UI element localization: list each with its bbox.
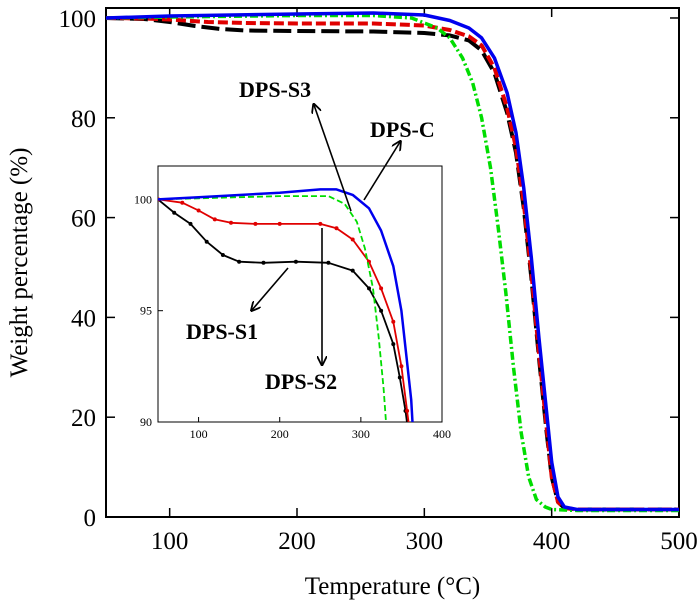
inset-marker-dps-s1 — [237, 259, 242, 264]
inset-marker-dps-s1 — [397, 375, 402, 380]
inset-marker-dps-s2 — [196, 208, 201, 213]
y-tick-label: 60 — [71, 206, 96, 233]
inset-marker-dps-s1 — [391, 342, 396, 347]
arrow-dps-s1 — [252, 267, 289, 310]
inset-marker-dps-s2 — [399, 364, 404, 369]
x-tick-label: 400 — [533, 528, 571, 555]
main-series-dps-s3 — [105, 13, 679, 513]
inset-marker-dps-s2 — [277, 221, 282, 226]
y-tick-label: 0 — [84, 505, 97, 532]
inset-marker-dps-s1 — [293, 259, 298, 264]
inset-marker-dps-s2 — [318, 221, 323, 226]
inset-marker-dps-s1 — [172, 210, 177, 215]
inset-series-dps-s3 — [158, 195, 387, 422]
main-series-dps-s2 — [105, 16, 679, 512]
inset-y-tick-label: 90 — [140, 415, 152, 429]
inset-marker-dps-s2 — [212, 217, 217, 222]
inset-x-tick-label: 200 — [271, 427, 289, 441]
inset-marker-dps-s2 — [229, 220, 233, 225]
y-tick-label: 100 — [59, 6, 97, 33]
y-tick-label: 20 — [71, 405, 96, 432]
inset-marker-dps-s1 — [409, 453, 413, 457]
inset-marker-dps-s1 — [220, 253, 225, 257]
inset-x-tick-label: 300 — [352, 427, 370, 441]
label-dps-s3: DPS-S3 — [239, 77, 311, 102]
inset-marker-dps-s1 — [379, 308, 384, 313]
inset-marker-dps-s1 — [326, 260, 331, 265]
inset-marker-dps-s2 — [391, 319, 396, 324]
inset-marker-dps-s2 — [411, 453, 415, 457]
label-dps-s2: DPS-S2 — [265, 369, 337, 394]
inset-marker-dps-s2 — [334, 226, 339, 231]
inset-marker-dps-s2 — [350, 237, 355, 242]
arrow-dps-c — [363, 142, 400, 201]
label-dps-s1: DPS-S1 — [186, 319, 258, 344]
x-tick-label: 300 — [406, 528, 444, 555]
x-tick-label: 100 — [151, 528, 189, 555]
inset-marker-dps-s1 — [261, 260, 266, 265]
arrow-dps-s3 — [314, 105, 352, 212]
inset-y-tick-label: 100 — [134, 192, 152, 206]
inset-marker-dps-s1 — [188, 221, 193, 226]
y-axis-title: Weight percentage (%) — [6, 148, 33, 378]
inset-x-tick-label: 400 — [433, 427, 451, 441]
main-series-dps-c — [105, 11, 679, 512]
x-tick-label: 200 — [278, 528, 316, 555]
inset-marker-dps-s1 — [367, 286, 371, 291]
x-tick-label: 500 — [660, 528, 698, 555]
y-tick-label: 80 — [71, 106, 96, 133]
x-axis-title: Temperature (°C) — [305, 573, 481, 600]
label-dps-c: DPS-C — [370, 117, 435, 142]
inset-marker-dps-s2 — [180, 200, 185, 205]
inset-marker-dps-s2 — [253, 221, 258, 226]
inset-marker-dps-s1 — [204, 239, 209, 244]
inset-marker-dps-s2 — [379, 286, 384, 291]
inset-marker-dps-s1 — [350, 268, 355, 273]
inset-series-dps-s2 — [158, 198, 410, 422]
inset-frame — [157, 165, 443, 423]
main-series-dps-s1 — [105, 16, 679, 512]
inset-series-dps-c — [158, 188, 414, 422]
inset-marker-dps-s2 — [405, 408, 410, 413]
inset-y-tick-label: 95 — [140, 304, 152, 318]
main-plot-frame — [105, 7, 680, 518]
inset-series-dps-s1 — [158, 198, 408, 422]
y-tick-label: 40 — [71, 305, 96, 332]
inset-x-tick-label: 100 — [190, 427, 208, 441]
inset-series-group — [158, 188, 415, 457]
